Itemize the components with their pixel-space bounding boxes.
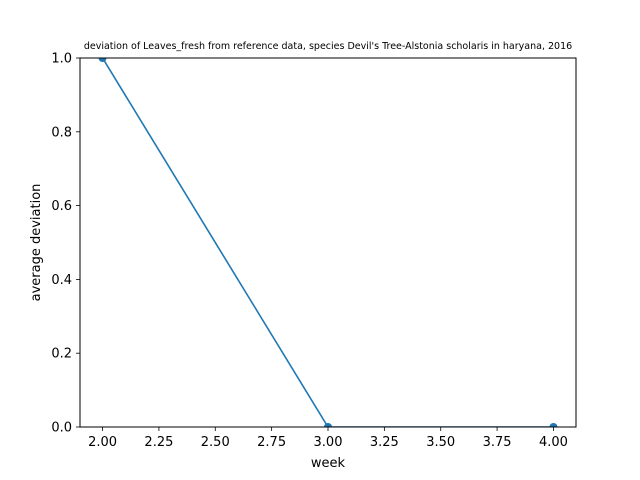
x-tick-label: 2.25	[144, 435, 173, 450]
series-line	[101, 58, 554, 427]
data-point	[324, 423, 332, 427]
x-tick-label: 3.00	[314, 435, 343, 450]
y-axis-label: average deviation	[29, 184, 44, 302]
x-tick-label: 3.25	[370, 435, 399, 450]
y-tick-label: 0.8	[51, 125, 72, 140]
chart-title: deviation of Leaves_fresh from reference…	[84, 41, 572, 52]
y-tick-label: 0.4	[51, 273, 72, 288]
x-tick-label: 2.50	[201, 435, 230, 450]
x-tick-label: 3.50	[426, 435, 455, 450]
plot-area	[98, 58, 558, 427]
y-tick-label: 0.6	[51, 199, 72, 214]
y-tick-label: 1.0	[51, 52, 72, 67]
x-tick-label: 2.75	[257, 435, 286, 450]
x-axis: 2.00 2.25 2.50 2.75 3.00 3.25 3.50 3.75 4.00	[88, 427, 568, 450]
x-tick-label: 4.00	[539, 435, 568, 450]
y-axis: 0.0 0.2 0.4 0.6 0.8 1.0	[51, 52, 80, 436]
data-point	[549, 423, 558, 427]
x-tick-label: 2.00	[88, 435, 117, 450]
x-tick-label: 3.75	[483, 435, 512, 450]
y-tick-label: 0.2	[51, 347, 72, 362]
x-axis-label: week	[311, 456, 346, 471]
y-tick-label: 0.0	[51, 421, 72, 436]
data-point	[98, 58, 107, 62]
